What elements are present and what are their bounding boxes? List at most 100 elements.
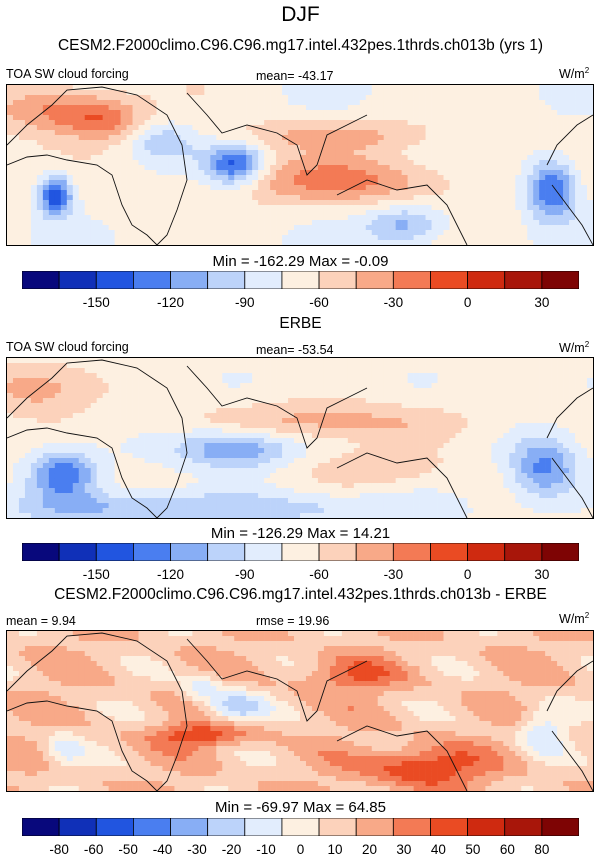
map-cell: [323, 388, 331, 394]
map-cell: [42, 498, 50, 504]
map-cell: [24, 100, 32, 106]
map-cell: [389, 185, 396, 191]
map-cell: [18, 170, 26, 176]
map-cell: [216, 230, 223, 236]
map-cell: [371, 120, 379, 126]
map-cell: [72, 90, 80, 96]
map-cell: [545, 235, 552, 241]
map-cell: [240, 418, 247, 424]
map-cell: [7, 95, 14, 101]
map-cell: [102, 90, 109, 96]
map-cell: [228, 493, 235, 499]
map-cell: [132, 388, 139, 394]
map-cell: [156, 160, 163, 166]
map-cell: [288, 488, 295, 494]
map-cell: [539, 180, 546, 186]
map-cell: [347, 115, 355, 121]
map-cell: [276, 175, 283, 181]
map-cell: [407, 200, 414, 206]
map-cell: [521, 110, 528, 116]
map-cell: [264, 220, 271, 226]
map-cell: [509, 110, 516, 116]
map-cell: [30, 195, 38, 201]
map-cell: [132, 478, 139, 484]
map-cell: [108, 413, 115, 419]
map-cell: [347, 240, 355, 246]
map-cell: [527, 195, 534, 201]
map-cell: [258, 513, 265, 519]
map-cell: [515, 200, 522, 206]
map-cell: [551, 210, 558, 216]
map-cell: [234, 378, 241, 384]
map-cell: [545, 225, 552, 231]
map-cell: [509, 205, 516, 211]
map-cell: [401, 145, 408, 151]
map-cell: [575, 90, 582, 96]
map-cell: [294, 503, 301, 509]
map-cell: [204, 90, 211, 96]
map-cell: [533, 100, 540, 106]
map-cell: [162, 378, 169, 384]
map-cell: [162, 90, 169, 96]
map-cell: [545, 240, 552, 246]
map-cell: [120, 508, 127, 514]
map-cell: [150, 210, 157, 216]
map-cell: [288, 105, 295, 111]
map-cell: [353, 85, 361, 91]
map-cell: [48, 150, 56, 156]
map-cell: [162, 180, 169, 186]
map-cell: [204, 225, 211, 231]
map-cell: [503, 165, 510, 171]
map-cell: [24, 483, 32, 489]
map-cell: [144, 438, 151, 444]
map-cell: [515, 190, 522, 196]
map-cell: [264, 150, 271, 156]
map-cell: [126, 110, 133, 116]
map-cell: [30, 363, 38, 369]
map-cell: [186, 115, 193, 121]
map-cell: [276, 190, 283, 196]
map-cell: [258, 468, 265, 474]
map-cell: [329, 115, 337, 121]
map-cell: [216, 433, 223, 439]
map-cell: [102, 378, 109, 384]
map-cell: [90, 458, 97, 464]
map-cell: [419, 105, 426, 111]
map-cell: [563, 230, 570, 236]
map-cell: [60, 95, 68, 101]
map-cell: [246, 508, 253, 514]
map-cell: [228, 468, 235, 474]
map-cell: [335, 473, 343, 479]
map-cell: [168, 423, 175, 429]
map-cell: [48, 100, 56, 106]
map-cell: [66, 358, 74, 364]
map-cell: [126, 165, 133, 171]
map-cell: [533, 190, 540, 196]
map-cell: [204, 190, 211, 196]
map-cell: [246, 95, 253, 101]
map-cell: [102, 398, 109, 404]
map-cell: [240, 120, 247, 126]
map-cell: [222, 110, 229, 116]
map-cell: [270, 493, 277, 499]
map-cell: [294, 388, 301, 394]
map-cell: [294, 200, 301, 206]
colorbar-box: [281, 270, 320, 290]
map-cell: [509, 200, 516, 206]
map-cell: [323, 403, 331, 409]
map-cell: [419, 165, 426, 171]
map-cell: [407, 100, 414, 106]
map-cell: [216, 468, 223, 474]
map-cell: [132, 358, 139, 364]
map-cell: [180, 498, 187, 504]
map-cell: [276, 145, 283, 151]
map-cell: [305, 160, 313, 166]
map-cell: [533, 205, 540, 211]
map-cell: [479, 105, 486, 111]
map-cell: [156, 418, 163, 424]
map-cell: [36, 105, 44, 111]
map-cell: [114, 230, 121, 236]
map-cell: [335, 403, 343, 409]
map-cell: [258, 85, 265, 91]
map-cell: [365, 165, 373, 171]
